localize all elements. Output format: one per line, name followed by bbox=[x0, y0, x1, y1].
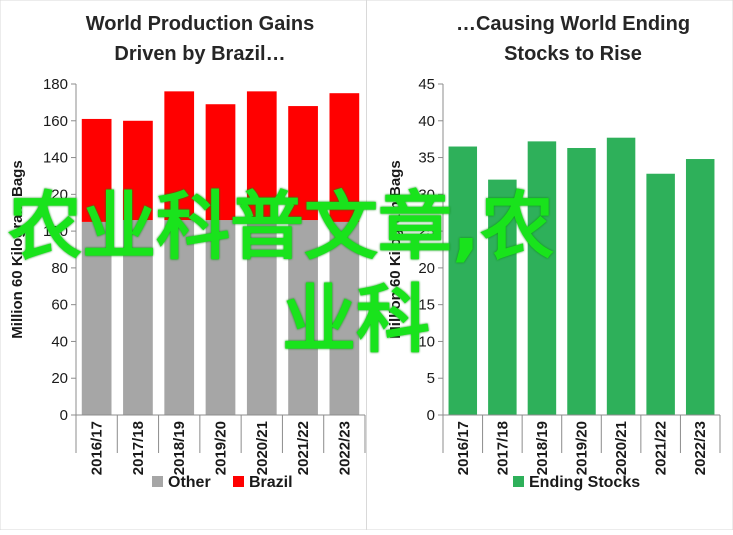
bar-other bbox=[329, 221, 360, 415]
legend-label: Brazil bbox=[249, 474, 293, 491]
y-tick-label: 20 bbox=[418, 260, 435, 277]
bar-ending-stocks bbox=[685, 159, 715, 415]
y-tick-label: 25 bbox=[418, 223, 435, 240]
bar-other bbox=[205, 220, 236, 415]
bar-brazil bbox=[329, 93, 360, 222]
legend-swatch bbox=[513, 476, 524, 487]
bar-other bbox=[246, 220, 277, 415]
y-tick-label: 0 bbox=[60, 407, 68, 424]
bar-other bbox=[164, 220, 195, 415]
y-tick-label: 35 bbox=[418, 150, 435, 167]
bar-ending-stocks bbox=[527, 141, 557, 415]
legend-swatch bbox=[233, 476, 244, 487]
x-category-label: 2017/18 bbox=[130, 421, 147, 475]
chart-title-line: …Causing World Ending bbox=[456, 13, 690, 35]
bar-brazil bbox=[81, 118, 112, 222]
bar-brazil bbox=[205, 104, 236, 221]
y-tick-label: 40 bbox=[51, 333, 68, 350]
y-tick-label: 15 bbox=[418, 297, 435, 314]
x-category-label: 2016/17 bbox=[89, 421, 106, 475]
y-tick-label: 20 bbox=[51, 370, 68, 387]
x-category-label: 2020/21 bbox=[254, 421, 271, 475]
x-category-label: 2018/19 bbox=[171, 421, 188, 475]
bar-brazil bbox=[288, 106, 318, 221]
x-category-label: 2021/22 bbox=[295, 421, 312, 475]
x-category-label: 2021/22 bbox=[653, 421, 670, 475]
y-tick-label: 40 bbox=[418, 113, 435, 130]
bar-other bbox=[81, 221, 112, 415]
bar-other bbox=[123, 220, 153, 415]
x-category-label: 2022/23 bbox=[692, 421, 709, 475]
y-tick-label: 140 bbox=[43, 150, 68, 167]
x-category-label: 2016/17 bbox=[455, 421, 472, 475]
y-tick-label: 0 bbox=[427, 407, 435, 424]
y-tick-label: 5 bbox=[427, 370, 435, 387]
bar-brazil bbox=[246, 91, 277, 221]
y-tick-label: 45 bbox=[418, 76, 435, 93]
x-category-label: 2017/18 bbox=[494, 421, 511, 475]
chart-title-line: World Production Gains bbox=[86, 13, 315, 35]
bar-ending-stocks bbox=[567, 147, 596, 415]
y-tick-label: 100 bbox=[43, 223, 68, 240]
bar-ending-stocks bbox=[606, 137, 636, 415]
x-category-label: 2019/20 bbox=[574, 421, 591, 475]
y-axis-title: Million 60 Kilogram Bags bbox=[387, 160, 404, 338]
bar-ending-stocks bbox=[646, 173, 675, 415]
y-tick-label: 160 bbox=[43, 113, 68, 130]
bar-ending-stocks bbox=[448, 146, 478, 415]
legend-swatch bbox=[152, 476, 163, 487]
y-tick-label: 10 bbox=[418, 333, 435, 350]
y-tick-label: 60 bbox=[51, 297, 68, 314]
bar-brazil bbox=[164, 91, 195, 221]
y-tick-label: 120 bbox=[43, 186, 68, 203]
legend-label: Ending Stocks bbox=[529, 474, 640, 491]
y-axis-title: Million 60 Kilogram Bags bbox=[9, 160, 26, 338]
bar-other bbox=[288, 220, 318, 415]
chart-title-line: Stocks to Rise bbox=[504, 43, 642, 65]
y-tick-label: 180 bbox=[43, 76, 68, 93]
legend-label: Other bbox=[168, 474, 211, 491]
x-category-label: 2022/23 bbox=[336, 421, 353, 475]
x-category-label: 2019/20 bbox=[213, 421, 230, 475]
chart-1: World Production Gains Driven by Brazil… 0… bbox=[9, 13, 366, 491]
x-category-label: 2020/21 bbox=[613, 421, 630, 475]
chart-title-line: Driven by Brazil… bbox=[114, 43, 285, 65]
chart-2: …Causing World Ending Stocks to Rise 0 5 10 1… bbox=[387, 13, 721, 491]
bar-ending-stocks bbox=[488, 179, 517, 415]
x-category-label: 2018/19 bbox=[534, 421, 551, 475]
y-tick-label: 80 bbox=[51, 260, 68, 277]
bar-brazil bbox=[123, 120, 153, 221]
y-tick-label: 30 bbox=[418, 186, 435, 203]
